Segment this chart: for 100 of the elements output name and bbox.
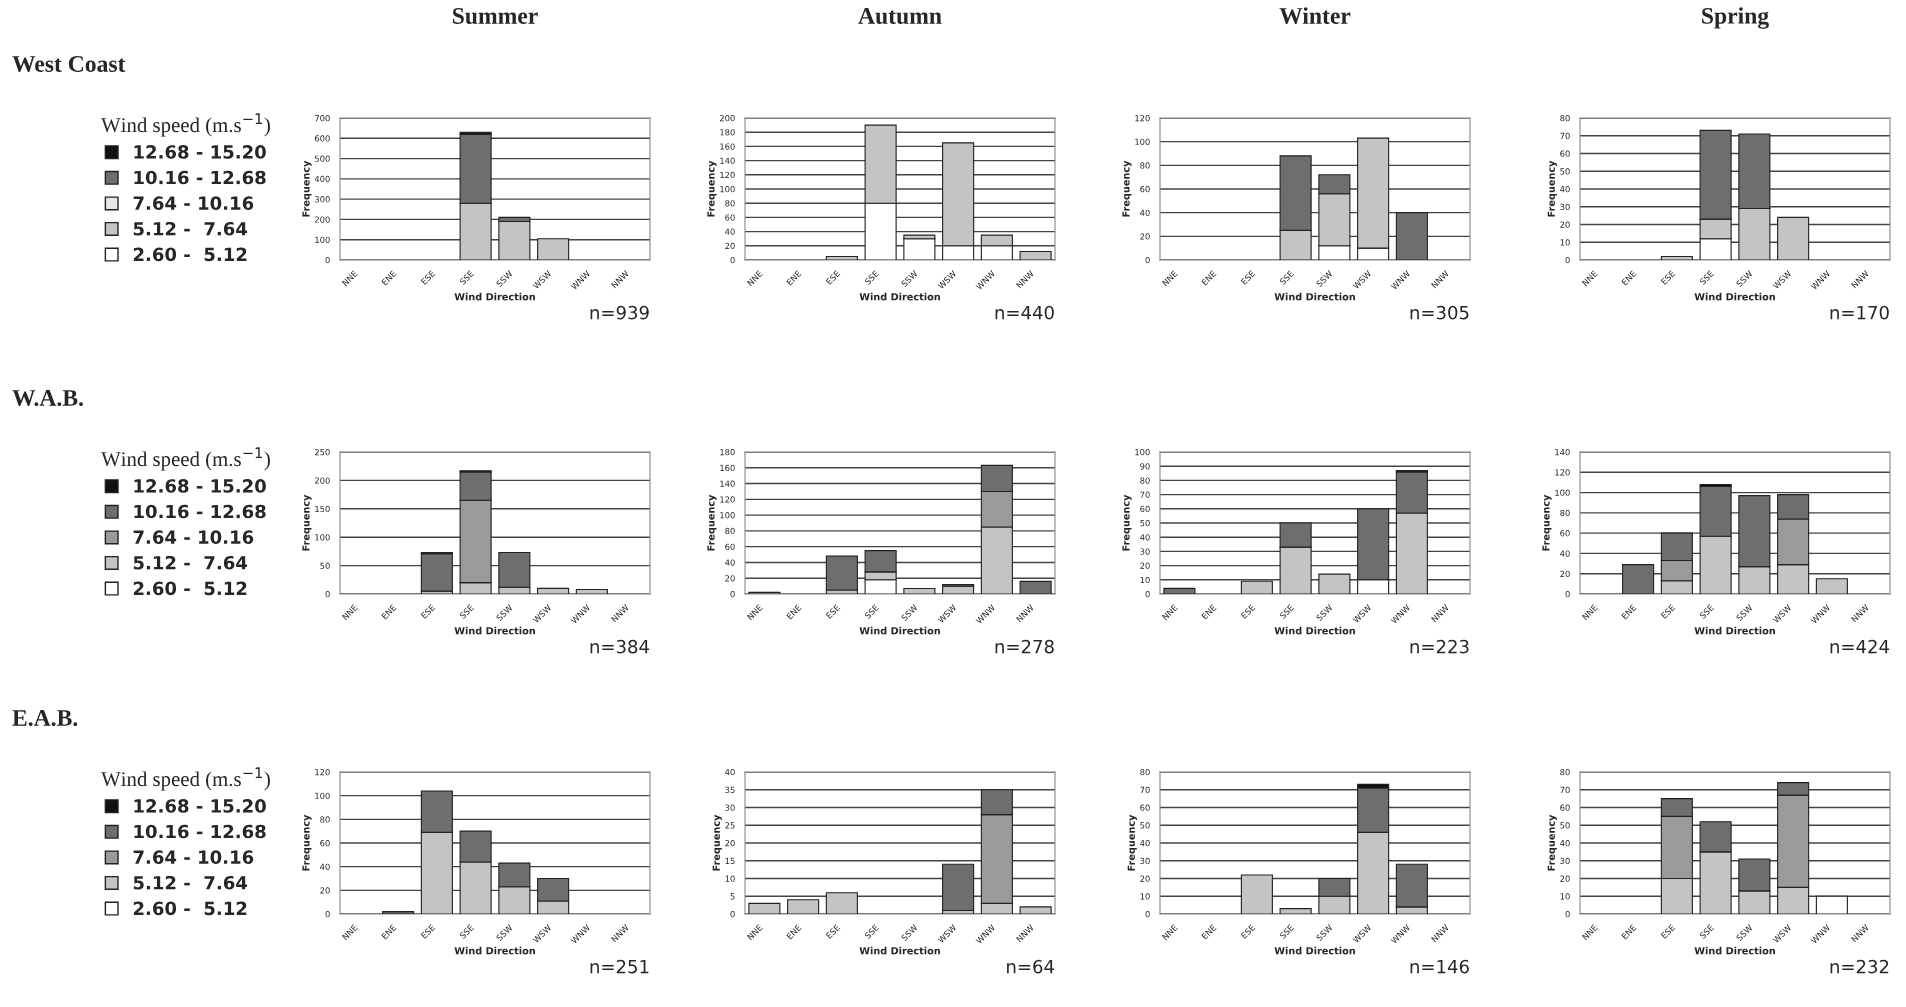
y-tick-label: 20 xyxy=(320,887,330,894)
x-axis-title: Wind Direction xyxy=(454,626,535,635)
y-tick-label: 40 xyxy=(725,559,735,566)
y-tick-label: 120 xyxy=(1135,114,1150,122)
y-tick-label: 60 xyxy=(1560,530,1570,537)
y-tick-label: 0 xyxy=(1565,910,1570,918)
y-axis-title: Frequency xyxy=(1547,814,1557,871)
bar xyxy=(1019,250,1052,260)
legend-label: 10.16 - 12.68 xyxy=(134,170,266,185)
y-tick-label: 40 xyxy=(1560,185,1570,193)
text: E.A.B. xyxy=(12,710,78,727)
y-tick-label: 10 xyxy=(1140,576,1150,584)
y-tick-label: 25 xyxy=(725,822,735,829)
y-tick-label: 15 xyxy=(725,857,735,865)
y-tick-label: 80 xyxy=(1140,768,1150,776)
legend-label: 5.12 - 7.64 xyxy=(133,555,248,570)
legend-label: 12.68 - 15.20 xyxy=(134,145,266,159)
legend-label: 7.64 - 10.16 xyxy=(133,196,254,210)
x-axis-title: Wind Direction xyxy=(859,292,940,301)
bar xyxy=(537,238,570,260)
bar xyxy=(1279,908,1312,914)
bar xyxy=(537,587,570,594)
text: n=939 xyxy=(590,305,649,320)
bar xyxy=(1622,564,1655,594)
y-tick-label: 70 xyxy=(1560,786,1570,794)
y-tick-label: 0 xyxy=(1145,910,1150,918)
y-axis-title: Frequency xyxy=(707,160,717,217)
y-tick-label: 50 xyxy=(1560,822,1570,829)
bar xyxy=(748,902,781,914)
y-tick-label: 70 xyxy=(1560,132,1570,140)
y-tick-label: 60 xyxy=(1560,804,1570,811)
y-tick-label: 150 xyxy=(315,505,330,513)
y-axis-title: Frequency xyxy=(1122,494,1132,551)
y-tick-label: 30 xyxy=(725,804,735,811)
legend-label: 2.60 - 5.12 xyxy=(133,581,247,596)
y-axis-title: Frequency xyxy=(712,814,722,871)
text: n=384 xyxy=(590,639,649,654)
y-tick-label: 50 xyxy=(1140,519,1150,527)
y-tick-label: 0 xyxy=(1145,256,1150,264)
bar xyxy=(825,255,858,260)
y-tick-label: 10 xyxy=(1560,239,1570,246)
bar xyxy=(1777,216,1810,260)
y-tick-label: 0 xyxy=(1565,590,1570,598)
bar xyxy=(942,863,975,912)
y-tick-label: 60 xyxy=(725,214,735,221)
y-tick-label: 70 xyxy=(1140,786,1150,794)
legend-label: 10.16 - 12.68 xyxy=(134,504,266,519)
y-tick-label: 120 xyxy=(1555,469,1570,476)
y-tick-label: 35 xyxy=(725,786,735,794)
x-axis-title: Wind Direction xyxy=(1694,626,1775,635)
text: n=170 xyxy=(1830,305,1889,320)
legend-title: Wind speed (m.s$^{−1}$) xyxy=(101,767,270,791)
y-tick-label: 20 xyxy=(1140,562,1150,569)
y-tick-label: 90 xyxy=(1140,463,1150,470)
y-tick-label: 50 xyxy=(1140,822,1150,829)
legend-label: 7.64 - 10.16 xyxy=(133,850,254,864)
y-tick-label: 100 xyxy=(1135,138,1150,145)
y-tick-label: 80 xyxy=(725,200,735,207)
y-axis-title: Frequency xyxy=(302,814,312,871)
y-tick-label: 500 xyxy=(315,155,330,162)
y-tick-label: 160 xyxy=(720,143,735,150)
y-tick-label: 60 xyxy=(1560,150,1570,157)
chart-title: Winter xyxy=(1279,7,1351,25)
y-tick-label: 600 xyxy=(314,135,330,142)
y-tick-label: 100 xyxy=(1555,489,1570,496)
y-tick-label: 30 xyxy=(1140,548,1150,555)
y-tick-label: 20 xyxy=(1560,221,1570,228)
y-tick-label: 10 xyxy=(725,875,735,882)
y-tick-label: 50 xyxy=(1560,168,1570,175)
y-tick-label: 40 xyxy=(1140,839,1150,847)
x-axis-title: Wind Direction xyxy=(1694,946,1775,955)
y-tick-label: 80 xyxy=(1560,509,1570,517)
x-axis-title: Wind Direction xyxy=(1274,946,1355,955)
y-tick-label: 0 xyxy=(1565,256,1570,264)
text: n=278 xyxy=(995,639,1054,654)
bar xyxy=(1660,255,1693,260)
y-tick-label: 80 xyxy=(1560,768,1570,776)
y-tick-label: 180 xyxy=(720,448,735,456)
y-tick-label: 140 xyxy=(1555,448,1570,456)
y-tick-label: 700 xyxy=(315,114,330,122)
legend-label: 10.16 - 12.68 xyxy=(134,824,266,839)
y-axis-title: Frequency xyxy=(707,494,717,551)
y-tick-label: 50 xyxy=(320,562,330,569)
text: W.A.B. xyxy=(12,390,83,407)
y-tick-label: 20 xyxy=(1560,570,1570,577)
y-tick-label: 30 xyxy=(1560,203,1570,211)
y-tick-label: 200 xyxy=(719,114,735,122)
y-tick-label: 400 xyxy=(314,175,330,183)
legend-label: 5.12 - 7.64 xyxy=(133,221,248,236)
y-tick-label: 0 xyxy=(325,590,330,598)
y-tick-label: 80 xyxy=(725,527,735,535)
text: n=251 xyxy=(590,959,649,974)
legend-label: 5.12 - 7.64 xyxy=(133,875,248,890)
y-tick-label: 140 xyxy=(720,157,735,164)
legend-label: 7.64 - 10.16 xyxy=(133,530,254,544)
bar xyxy=(825,892,858,914)
x-axis-title: Wind Direction xyxy=(1694,292,1775,301)
y-tick-label: 80 xyxy=(1560,114,1570,122)
text: n=305 xyxy=(1410,305,1469,320)
y-tick-label: 0 xyxy=(730,910,735,918)
